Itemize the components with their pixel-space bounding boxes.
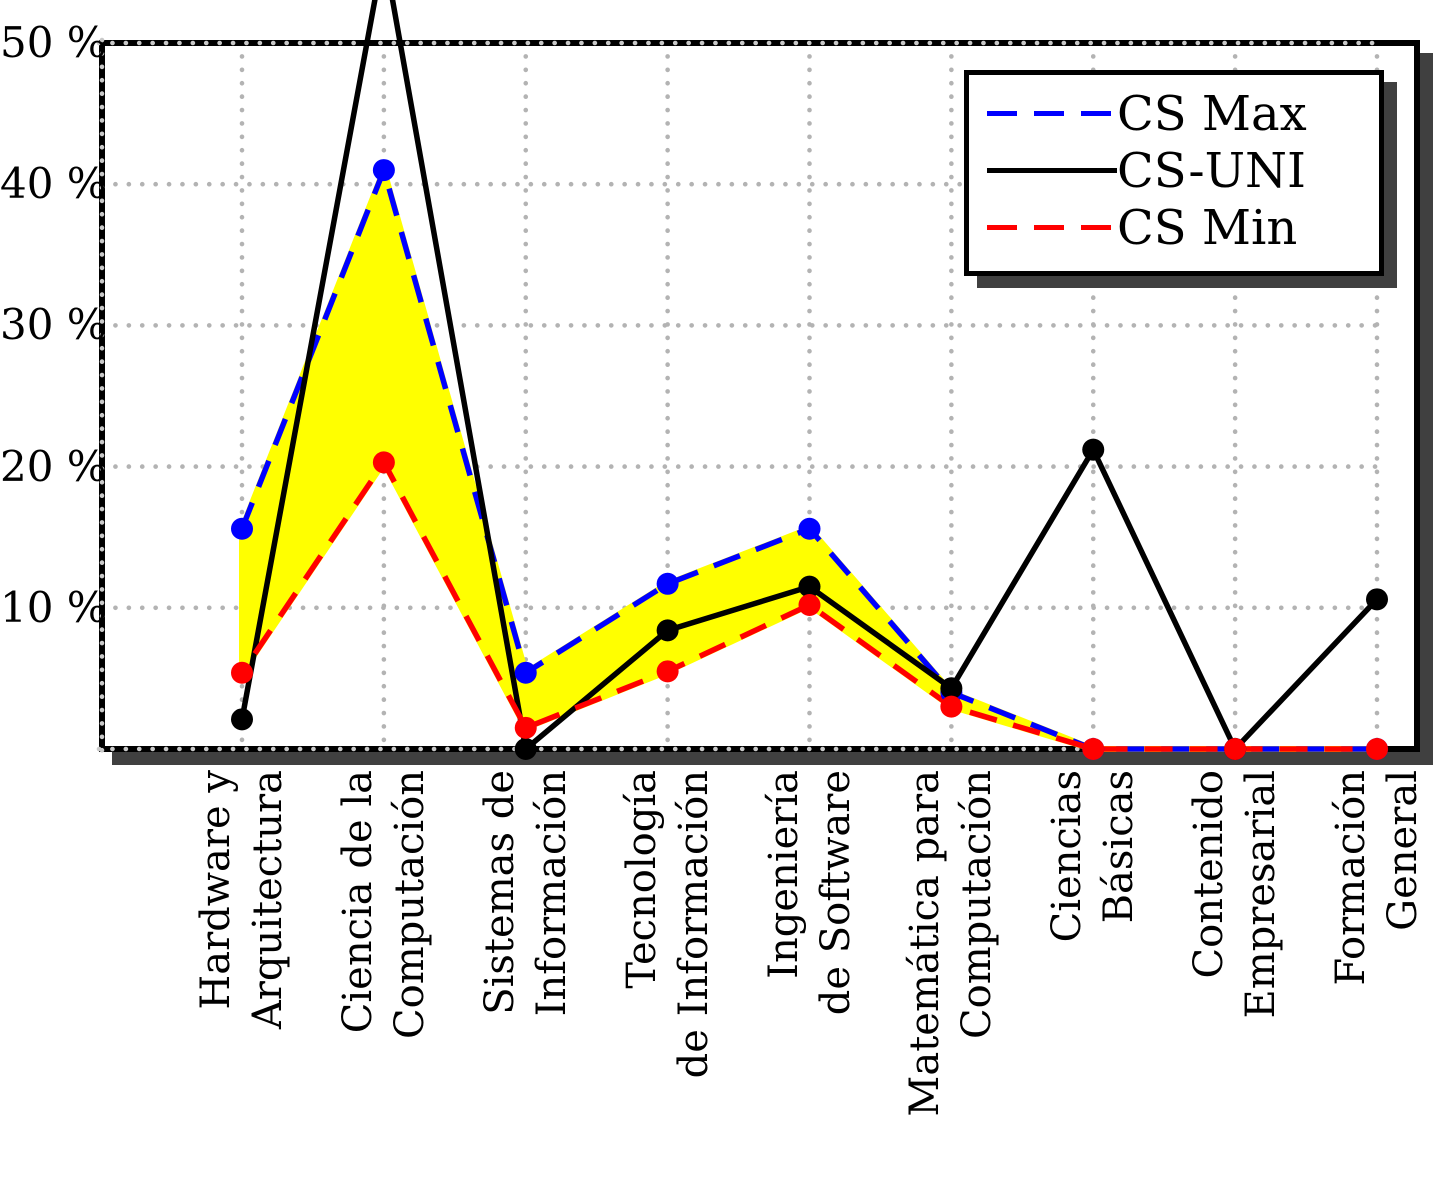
marker-cs-max (372, 159, 395, 182)
x-category-label: Ciencia de la Computación (332, 770, 436, 1190)
x-category-label-line: Básicas (1096, 770, 1143, 924)
frame-dots (96, 37, 1384, 755)
x-category-label-line: de Software (812, 770, 859, 1016)
marker-cs-min (940, 695, 963, 718)
x-category-label-line: Tecnología (618, 770, 665, 989)
x-category-label-line: Hardware y (193, 770, 239, 1010)
marker-cs-min (1082, 738, 1105, 760)
marker-cs-min (798, 593, 821, 616)
y-tick-label: 10 % (0, 582, 107, 632)
marker-cs-uni (656, 619, 679, 642)
legend-line-sample (987, 168, 1117, 173)
marker-cs-max (656, 572, 679, 595)
x-category-label: Hardware y Arquitectura (190, 770, 294, 1190)
x-category-label-line: Matemática para (902, 770, 949, 1117)
y-tick-label: 30 % (0, 300, 107, 350)
axis-frame (99, 40, 1420, 752)
y-tick-label: 50 % (0, 18, 107, 67)
x-category-label-line: Computación (954, 770, 1001, 1039)
y-tick-label: 20 % (0, 441, 107, 491)
x-category-label: Ingeniería de Software (758, 770, 862, 1190)
marker-cs-min (372, 451, 395, 474)
x-category-label: Matemática para Computación (899, 770, 1003, 1190)
x-category-label: Contenido Empresarial (1183, 770, 1287, 1190)
legend-line-sample (987, 111, 1117, 116)
marker-cs-uni (798, 575, 821, 598)
marker-cs-min (1366, 738, 1388, 760)
marker-cs-uni (231, 708, 253, 731)
legend-item-cs-uni: CS-UNI (987, 142, 1369, 199)
x-category-label-line: Arquitectura (245, 770, 291, 1030)
legend-item-label: CS Min (1117, 199, 1298, 256)
legend-item-cs-min: CS Min (987, 199, 1369, 256)
marker-cs-max (798, 517, 821, 540)
marker-cs-uni (1366, 588, 1388, 611)
x-category-label-line: Contenido (1186, 770, 1233, 979)
marker-cs-uni (940, 677, 963, 700)
y-tick-label: 40 % (0, 159, 107, 209)
x-category-label-line: de Información (670, 770, 717, 1079)
marker-cs-min (514, 716, 537, 739)
x-category-label-line: Sistemas de (476, 770, 523, 1015)
legend-item-cs-max: CS Max (987, 85, 1369, 142)
marker-cs-max (231, 517, 253, 540)
x-category-label-line: Computación (386, 770, 433, 1039)
legend-line-sample (987, 225, 1117, 230)
x-category-label: Formación General (1325, 770, 1429, 1190)
marker-cs-min (231, 661, 253, 684)
x-category-label-line: General (1380, 770, 1426, 931)
x-category-label: Tecnología de Información (616, 770, 720, 1190)
legend-item-label: CS-UNI (1117, 142, 1306, 199)
x-category-label-line: Formación (1328, 770, 1374, 986)
marker-cs-min (656, 660, 679, 683)
x-category-label-line: Ciencias (1044, 770, 1091, 943)
x-category-label: Ciencias Básicas (1041, 770, 1145, 1190)
x-category-label: Sistemas de Información (474, 770, 578, 1190)
series-line-cs-min (239, 457, 1377, 752)
marker-cs-uni (514, 738, 537, 760)
marker-cs-max (514, 661, 537, 684)
x-category-label-line: Empresarial (1238, 770, 1285, 1019)
x-category-label-line: Ciencia de la (334, 770, 381, 1034)
marker-cs-uni (1082, 438, 1105, 461)
legend: CS Max CS-UNI CS Min (964, 70, 1384, 276)
marker-cs-min (1224, 738, 1247, 760)
legend-item-label: CS Max (1117, 85, 1307, 142)
x-category-label-line: Información (528, 770, 575, 1017)
x-category-label-line: Ingeniería (760, 770, 807, 979)
